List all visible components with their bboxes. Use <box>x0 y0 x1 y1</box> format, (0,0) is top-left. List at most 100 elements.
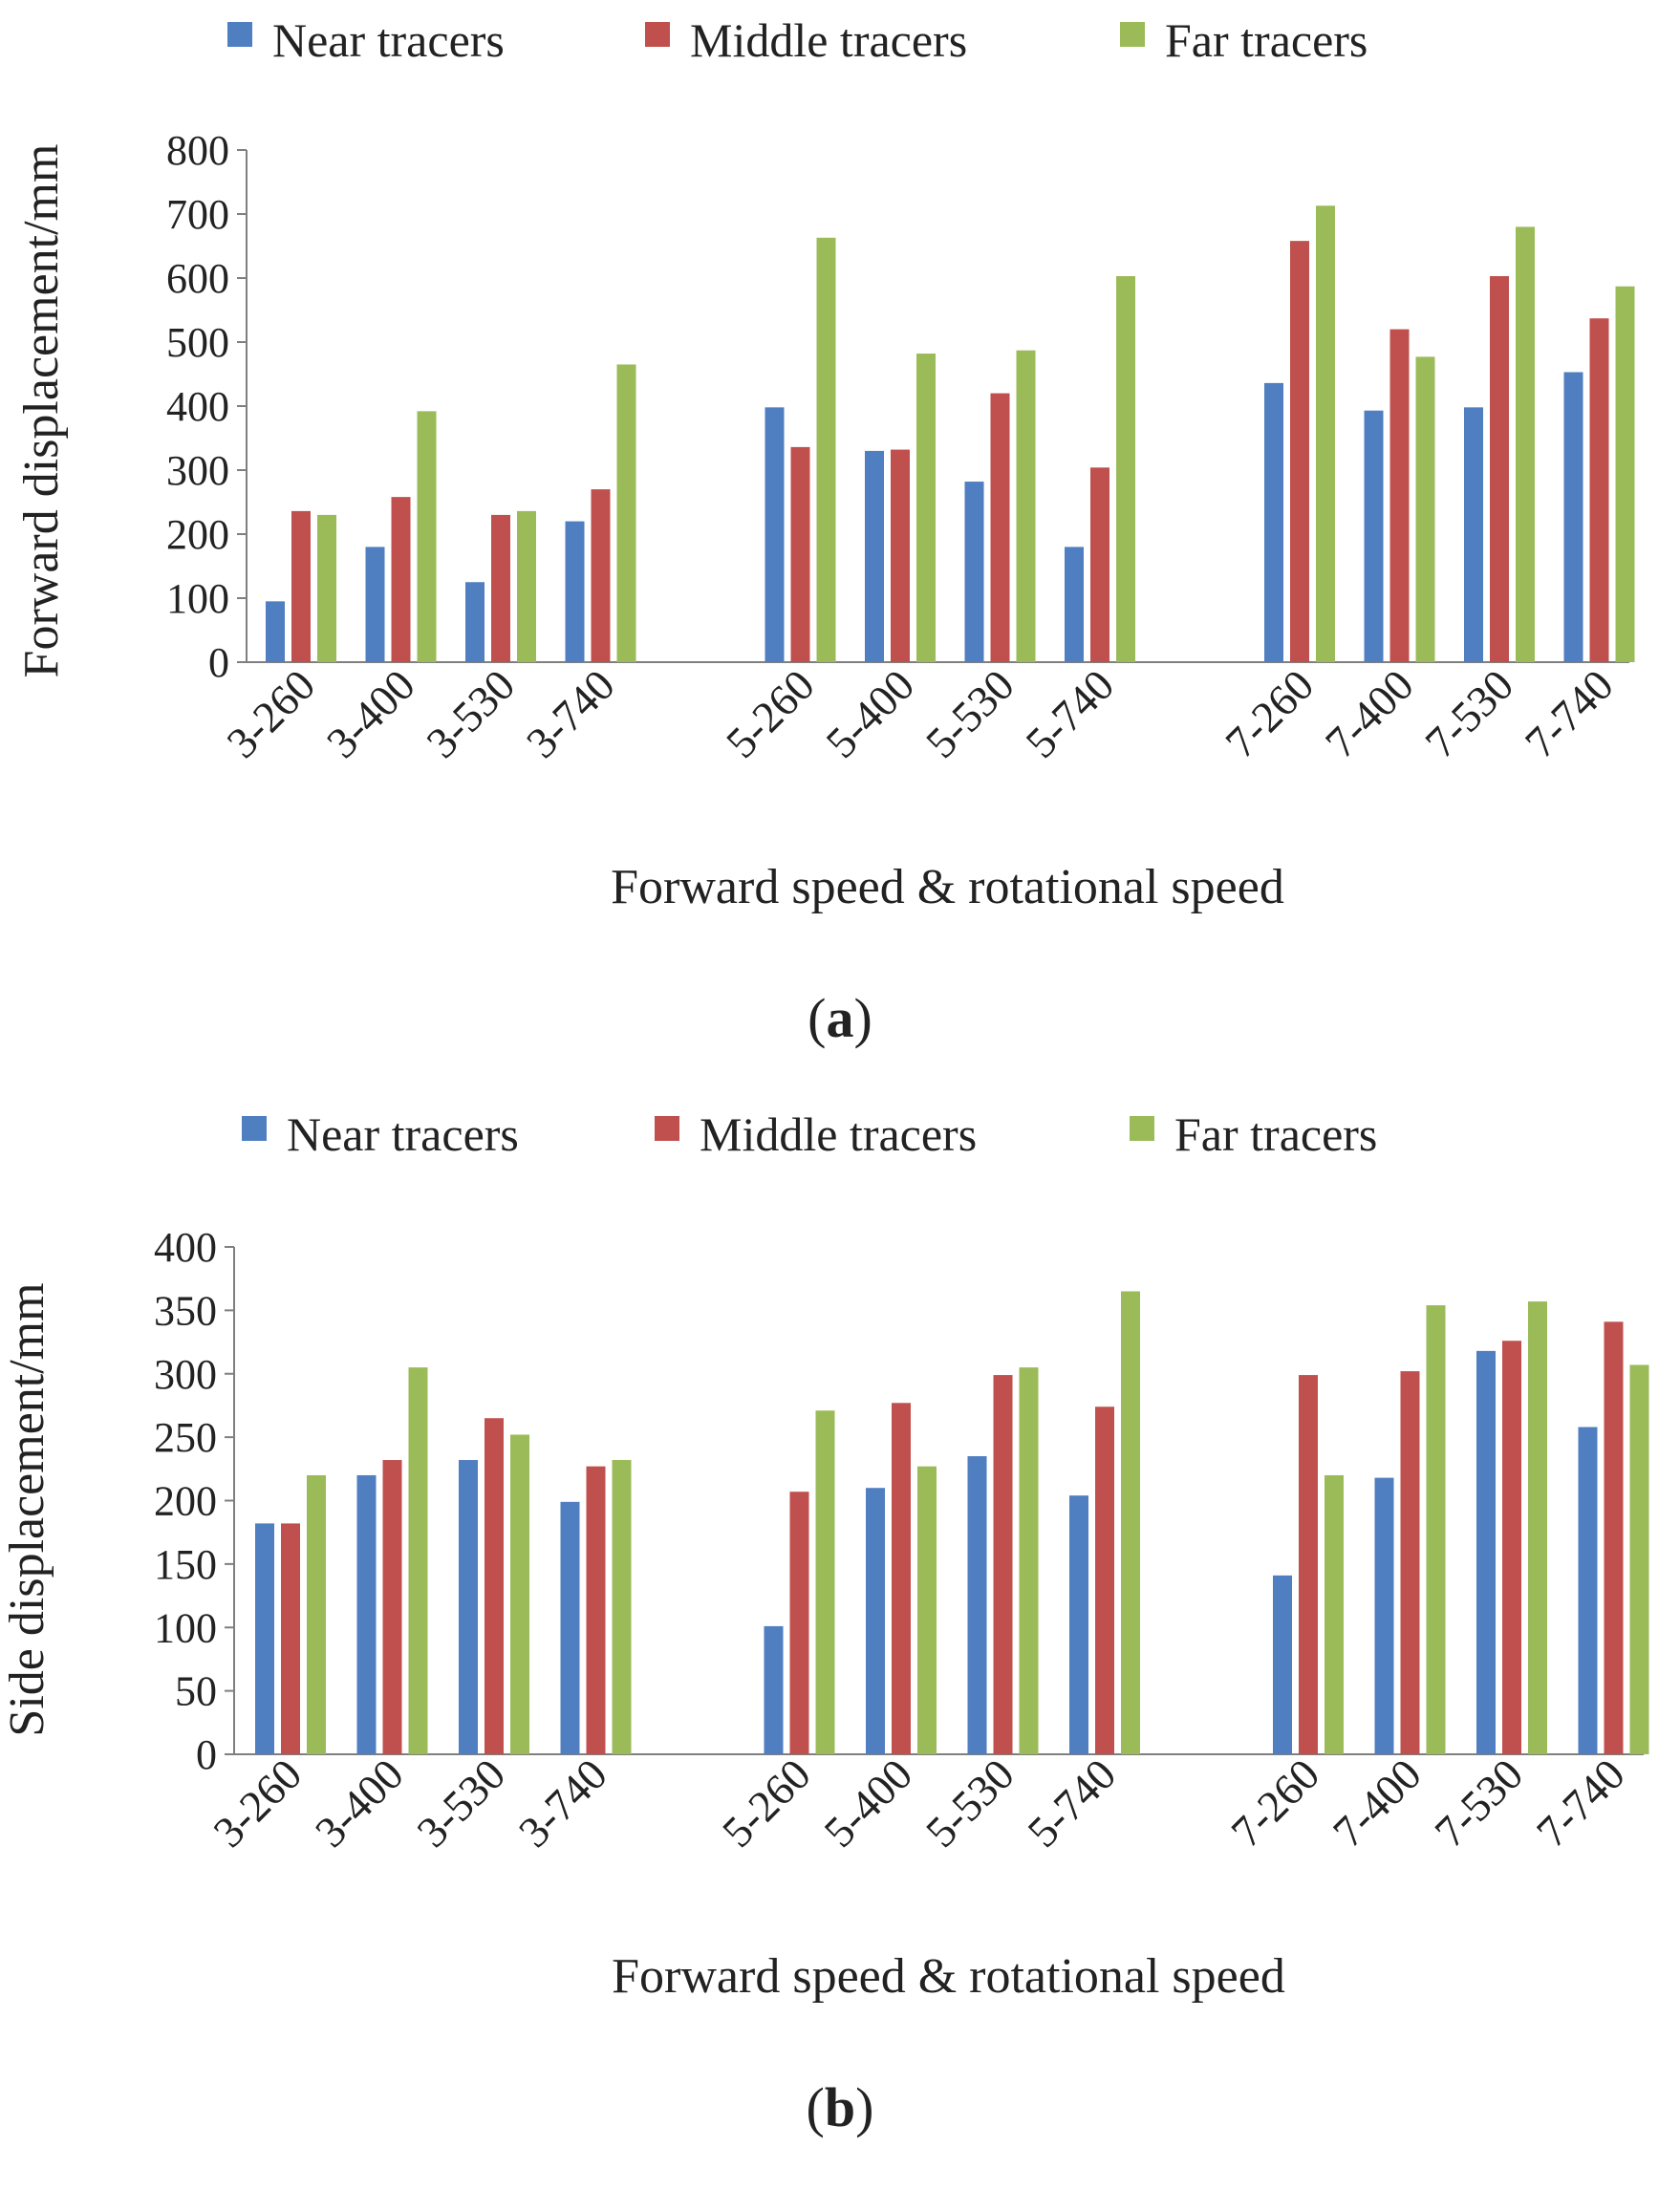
bar-near-tracers-5-400 <box>866 1488 885 1754</box>
bar-near-tracers-3-260 <box>266 601 285 662</box>
x-tick-label: 7-740 <box>1527 1750 1634 1857</box>
bar-near-tracers-5-530 <box>964 482 984 662</box>
bar-far-tracers-3-260 <box>307 1474 326 1754</box>
bar-middle-tracers-7-260 <box>1290 241 1309 662</box>
bar-middle-tracers-3-530 <box>491 514 510 662</box>
bar-far-tracers-7-260 <box>1325 1474 1344 1754</box>
bar-far-tracers-7-740 <box>1615 286 1635 662</box>
legend-label-near-tracers: Near tracers <box>287 1107 519 1161</box>
bar-middle-tracers-5-530 <box>993 1375 1013 1754</box>
y-tick-label: 100 <box>154 1604 217 1651</box>
bar-near-tracers-3-530 <box>465 582 485 662</box>
legend-swatch-middle-tracers <box>645 22 670 47</box>
legend: Near tracers Middle tracers Far tracers <box>227 13 1368 67</box>
legend: Near tracers Middle tracers Far tracers <box>242 1107 1377 1161</box>
bar-near-tracers-5-400 <box>865 450 884 662</box>
y-tick-label: 600 <box>166 255 229 302</box>
x-tick-label: 5-260 <box>717 660 824 767</box>
bar-middle-tracers-7-400 <box>1400 1371 1420 1754</box>
bar-middle-tracers-7-740 <box>1604 1321 1624 1754</box>
bar-middle-tracers-3-260 <box>291 510 311 662</box>
y-tick-label: 0 <box>208 639 229 686</box>
bar-near-tracers-7-740 <box>1578 1427 1598 1754</box>
x-axis-title: Forward speed & rotational speed <box>612 1949 1285 2004</box>
x-tick-label: 3-740 <box>517 660 624 767</box>
bar-middle-tracers-5-740 <box>1090 467 1109 662</box>
y-tick-label: 300 <box>154 1351 217 1398</box>
legend-swatch-far-tracers <box>1120 22 1145 47</box>
bar-far-tracers-7-530 <box>1516 226 1535 662</box>
bar-middle-tracers-7-530 <box>1490 275 1509 662</box>
bar-far-tracers-7-260 <box>1316 205 1335 663</box>
panel-label: (a) <box>808 987 872 1049</box>
bar-near-tracers-3-740 <box>560 1501 580 1754</box>
x-tick-label: 3-530 <box>417 660 524 767</box>
y-axis-title: Side displacement/mm <box>0 1282 54 1736</box>
bar-near-tracers-3-260 <box>255 1523 274 1754</box>
bar-far-tracers-3-400 <box>408 1367 428 1754</box>
bar-middle-tracers-5-260 <box>790 446 810 662</box>
x-tick-label: 3-400 <box>306 1750 413 1857</box>
bar-far-tracers-5-400 <box>917 1466 937 1754</box>
x-axis-title: Forward speed & rotational speed <box>611 860 1284 914</box>
bar-near-tracers-7-400 <box>1364 410 1384 662</box>
bar-middle-tracers-3-740 <box>591 489 611 662</box>
bar-near-tracers-5-740 <box>1069 1495 1088 1754</box>
x-tick-label: 5-400 <box>816 660 923 767</box>
x-tick-label: 5-530 <box>916 1750 1023 1857</box>
bar-near-tracers-3-530 <box>459 1460 478 1754</box>
panel-label: (b) <box>807 2076 874 2138</box>
bar-middle-tracers-3-400 <box>391 497 411 662</box>
legend-label-middle-tracers: Middle tracers <box>700 1107 977 1161</box>
y-tick-label: 350 <box>154 1287 217 1334</box>
x-tick-label: 7-400 <box>1324 1750 1431 1857</box>
bar-far-tracers-5-260 <box>815 1410 835 1754</box>
x-tick-label: 7-260 <box>1216 660 1323 767</box>
y-tick-label: 300 <box>166 447 229 494</box>
bar-near-tracers-3-400 <box>356 1474 377 1754</box>
x-tick-label: 5-740 <box>1016 660 1123 767</box>
x-tick-label: 5-740 <box>1018 1750 1125 1857</box>
bar-near-tracers-7-740 <box>1563 372 1583 662</box>
x-tick-label: 7-740 <box>1516 660 1623 767</box>
legend-swatch-middle-tracers <box>655 1116 679 1141</box>
bar-middle-tracers-7-740 <box>1589 318 1609 662</box>
bar-middle-tracers-3-260 <box>281 1523 300 1754</box>
bar-near-tracers-3-400 <box>365 547 385 662</box>
x-tick-label: 3-740 <box>509 1750 616 1857</box>
chart-panel-b: Near tracers Middle tracers Far tracers 0 50… <box>0 1107 1649 2138</box>
y-tick-label: 500 <box>166 319 229 366</box>
x-tick-label: 5-400 <box>814 1750 921 1857</box>
legend-label-near-tracers: Near tracers <box>272 13 505 67</box>
bar-far-tracers-5-530 <box>1019 1367 1039 1754</box>
bar-middle-tracers-5-260 <box>789 1492 809 1754</box>
bar-near-tracers-5-260 <box>764 1625 784 1754</box>
legend-swatch-near-tracers <box>227 22 252 47</box>
y-tick-label: 50 <box>175 1668 217 1715</box>
bar-far-tracers-3-740 <box>612 1460 632 1754</box>
y-tick-label: 0 <box>196 1731 217 1778</box>
bar-far-tracers-7-400 <box>1415 356 1435 662</box>
bar-near-tracers-7-530 <box>1476 1350 1496 1754</box>
y-tick-label: 250 <box>154 1414 217 1461</box>
bar-far-tracers-5-530 <box>1016 350 1036 662</box>
legend-swatch-near-tracers <box>242 1116 267 1141</box>
bar-near-tracers-7-260 <box>1264 382 1283 662</box>
bar-near-tracers-7-260 <box>1273 1575 1292 1754</box>
bar-near-tracers-7-530 <box>1464 407 1483 662</box>
bar-middle-tracers-7-530 <box>1502 1341 1521 1754</box>
bar-middle-tracers-5-400 <box>892 1403 911 1754</box>
x-tick-label: 5-530 <box>916 660 1023 767</box>
bar-middle-tracers-7-400 <box>1389 329 1410 662</box>
bar-far-tracers-3-400 <box>417 411 437 662</box>
y-tick-label: 700 <box>166 191 229 238</box>
bar-far-tracers-3-260 <box>317 514 336 662</box>
bar-middle-tracers-5-740 <box>1095 1406 1114 1754</box>
chart-panel-a: Near tracers Middle tracers Far tracers 0 10… <box>14 13 1635 1049</box>
bar-far-tracers-7-400 <box>1426 1305 1446 1754</box>
x-tick-label: 5-260 <box>713 1750 820 1857</box>
bar-far-tracers-7-530 <box>1528 1301 1547 1754</box>
bar-middle-tracers-3-740 <box>586 1466 606 1754</box>
